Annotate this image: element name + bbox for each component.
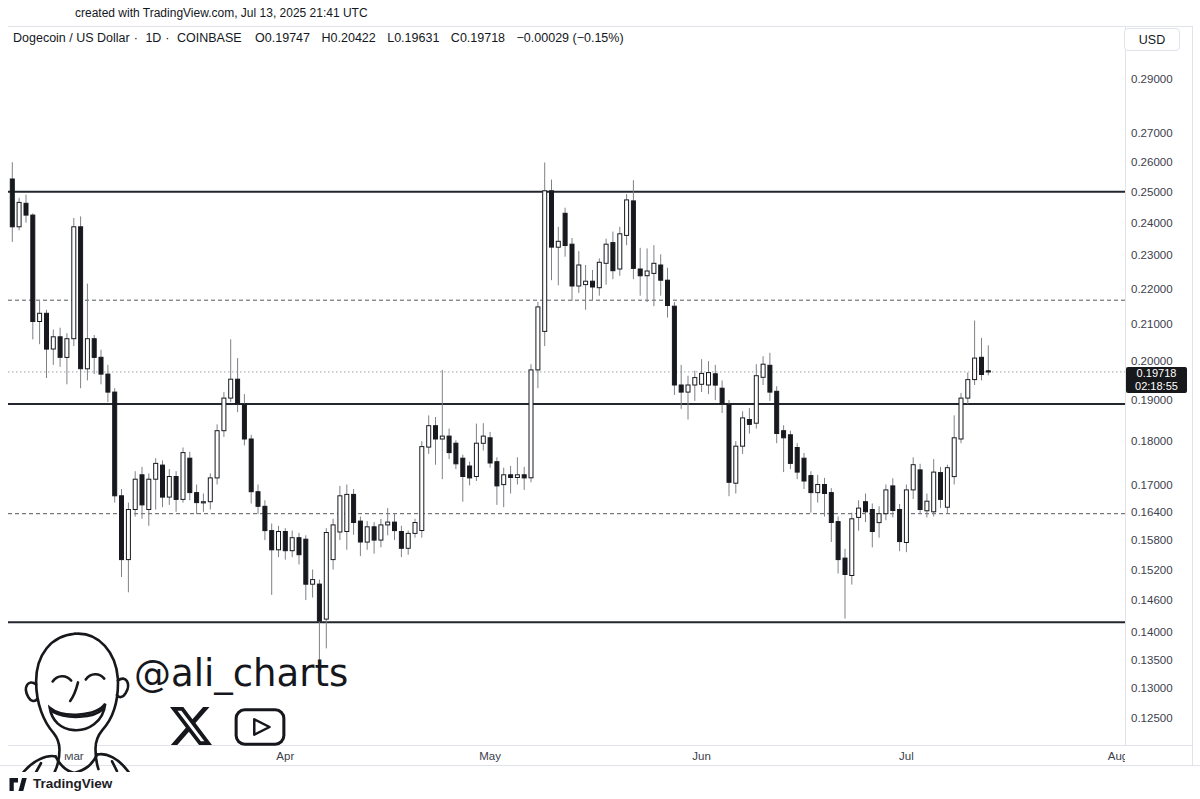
price-tick: 0.18000 — [1131, 435, 1173, 447]
time-tick: Apr — [263, 750, 307, 762]
author-avatar — [4, 626, 150, 772]
low-value: 0.19631 — [394, 31, 439, 45]
price-tick: 0.27000 — [1131, 127, 1173, 139]
price-tick: 0.16400 — [1131, 506, 1173, 518]
high-value: 0.20422 — [331, 31, 376, 45]
price-tick: 0.22000 — [1131, 283, 1173, 295]
attribution-text: created with TradingView.com, Jul 13, 20… — [75, 6, 368, 20]
time-tick: Jun — [680, 750, 724, 762]
price-tick: 0.14600 — [1131, 594, 1173, 606]
price-tick: 0.13000 — [1131, 682, 1173, 694]
last-price-value: 0.19718 — [1126, 367, 1187, 380]
price-tick: 0.14000 — [1131, 626, 1173, 638]
attribution-bar: created with TradingView.com, Jul 13, 20… — [0, 0, 1200, 26]
change-value: −0.00029 (−0.15%) — [517, 31, 624, 45]
price-tick: 0.24000 — [1131, 217, 1173, 229]
tradingview-logo-text[interactable]: TradingView — [33, 776, 112, 791]
high-label: H — [322, 31, 331, 45]
x-logo-icon — [170, 705, 212, 747]
price-tick: 0.21000 — [1131, 318, 1173, 330]
price-tick: 0.29000 — [1131, 73, 1173, 85]
chart-right-border — [1192, 26, 1193, 765]
author-handle: @ali_charts — [134, 652, 348, 695]
price-tick: 0.19000 — [1131, 394, 1173, 406]
time-tick: May — [468, 750, 512, 762]
price-tick: 0.25000 — [1131, 186, 1173, 198]
youtube-icon — [232, 706, 288, 748]
close-label: C — [451, 31, 460, 45]
price-tick: 0.15200 — [1131, 564, 1173, 576]
tradingview-logo-icon[interactable] — [9, 777, 28, 792]
footer-bar: TradingView — [0, 766, 1200, 799]
currency-toggle-button[interactable]: USD — [1124, 28, 1180, 51]
open-value: 0.19747 — [265, 31, 310, 45]
price-tick: 0.17000 — [1131, 479, 1173, 491]
time-tick: Aug — [1096, 750, 1125, 762]
price-tick: 0.13500 — [1131, 654, 1173, 666]
price-tick: 0.23000 — [1131, 249, 1173, 261]
open-label: O — [255, 31, 265, 45]
symbol-legend[interactable]: Dogecoin / US Dollar· 1D· COINBASE O0.19… — [13, 31, 628, 45]
symbol-name[interactable]: Dogecoin / US Dollar — [13, 31, 130, 45]
exchange[interactable]: COINBASE — [177, 31, 242, 45]
price-tick: 0.15800 — [1131, 534, 1173, 546]
close-value: 0.19718 — [460, 31, 505, 45]
interval[interactable]: 1D — [145, 31, 161, 45]
time-tick: Jul — [884, 750, 928, 762]
price-tick: 0.12500 — [1131, 712, 1173, 724]
bar-countdown: 02:18:55 — [1126, 380, 1187, 393]
price-tick: 0.26000 — [1131, 156, 1173, 168]
price-tick: 0.20000 — [1131, 355, 1173, 367]
topbar-divider — [8, 26, 1192, 27]
last-price-badge: 0.19718 02:18:55 — [1126, 367, 1187, 393]
